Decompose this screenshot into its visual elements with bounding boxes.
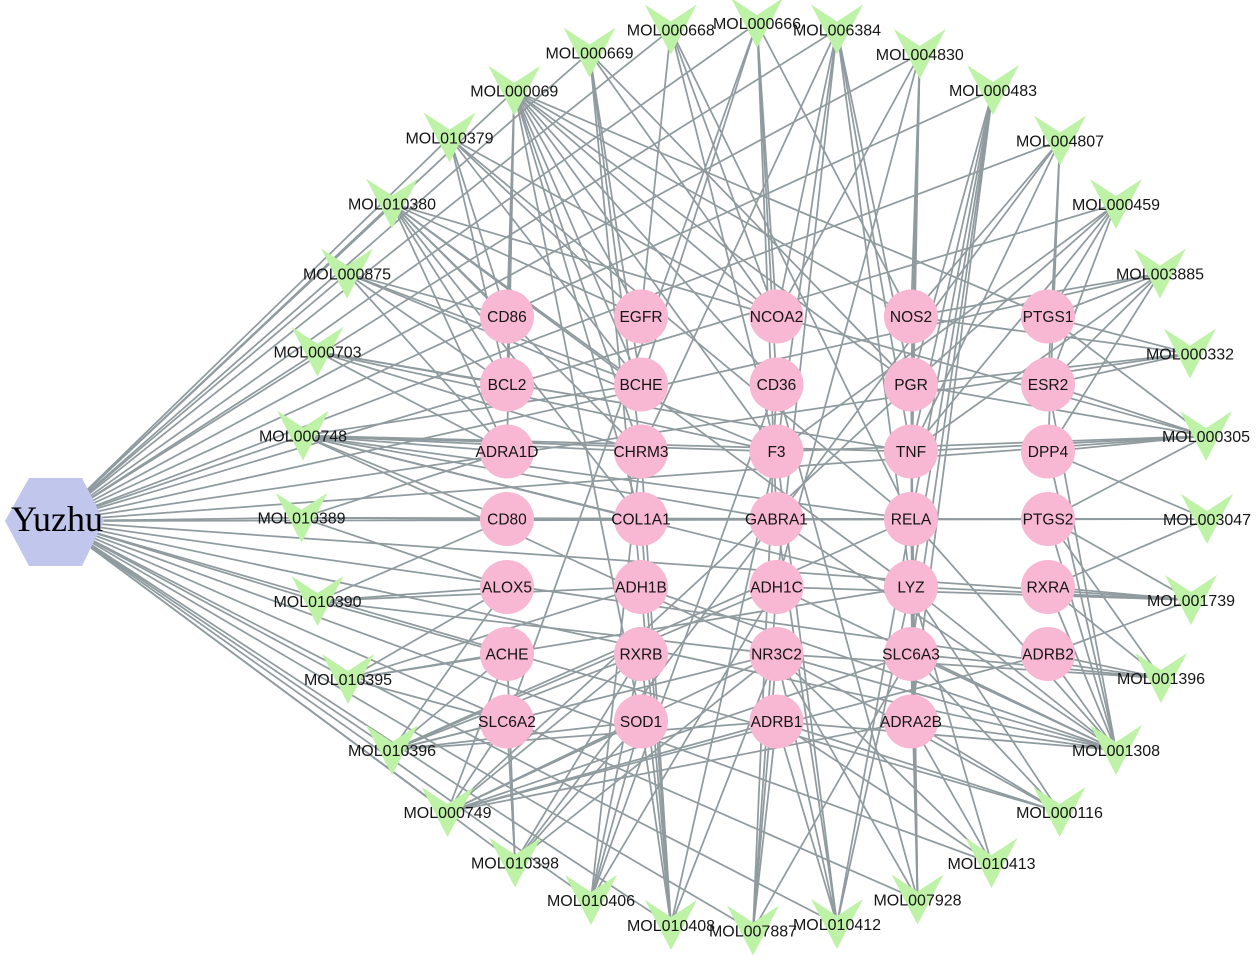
svg-text:MOL000749: MOL000749 bbox=[403, 805, 491, 822]
svg-text:ADH1B: ADH1B bbox=[615, 580, 667, 597]
svg-text:MOL000875: MOL000875 bbox=[303, 266, 391, 283]
svg-text:NCOA2: NCOA2 bbox=[750, 309, 803, 326]
svg-text:BCHE: BCHE bbox=[619, 377, 662, 394]
svg-text:MOL001739: MOL001739 bbox=[1147, 593, 1235, 610]
svg-text:CD36: CD36 bbox=[757, 377, 797, 394]
svg-text:Yuzhu: Yuzhu bbox=[11, 499, 103, 539]
svg-text:MOL000116: MOL000116 bbox=[1016, 805, 1103, 822]
svg-text:F3: F3 bbox=[767, 444, 785, 461]
svg-text:MOL007887: MOL007887 bbox=[709, 923, 797, 940]
svg-text:ADRB1: ADRB1 bbox=[751, 714, 803, 731]
svg-text:MOL010406: MOL010406 bbox=[547, 893, 635, 910]
svg-text:MOL010408: MOL010408 bbox=[627, 918, 715, 935]
svg-text:MOL004830: MOL004830 bbox=[876, 47, 964, 64]
svg-text:MOL003047: MOL003047 bbox=[1163, 512, 1251, 529]
svg-text:MOL000748: MOL000748 bbox=[259, 428, 347, 445]
svg-text:MOL010380: MOL010380 bbox=[348, 196, 436, 213]
svg-text:MOL010396: MOL010396 bbox=[348, 743, 436, 760]
svg-text:RXRB: RXRB bbox=[619, 647, 662, 664]
svg-text:MOL000332: MOL000332 bbox=[1146, 346, 1234, 363]
svg-text:NOS2: NOS2 bbox=[890, 309, 932, 326]
svg-text:BCL2: BCL2 bbox=[488, 377, 527, 394]
svg-text:ACHE: ACHE bbox=[485, 647, 528, 664]
svg-text:CHRM3: CHRM3 bbox=[613, 444, 668, 461]
svg-text:ADRB2: ADRB2 bbox=[1022, 647, 1074, 664]
svg-text:RXRA: RXRA bbox=[1026, 580, 1070, 597]
svg-text:MOL010412: MOL010412 bbox=[793, 917, 881, 934]
svg-text:ADH1C: ADH1C bbox=[750, 580, 803, 597]
svg-text:TNF: TNF bbox=[896, 444, 926, 461]
svg-text:DPP4: DPP4 bbox=[1028, 444, 1069, 461]
svg-text:NR3C2: NR3C2 bbox=[751, 647, 802, 664]
svg-text:ESR2: ESR2 bbox=[1028, 377, 1069, 394]
svg-text:ADRA2B: ADRA2B bbox=[880, 714, 942, 731]
svg-text:CD80: CD80 bbox=[487, 512, 527, 529]
svg-text:ADRA1D: ADRA1D bbox=[476, 444, 539, 461]
svg-text:ALOX5: ALOX5 bbox=[482, 580, 532, 597]
svg-text:SLC6A2: SLC6A2 bbox=[478, 714, 536, 731]
svg-text:CD86: CD86 bbox=[487, 309, 527, 326]
svg-text:MOL000666: MOL000666 bbox=[713, 16, 801, 33]
svg-text:SOD1: SOD1 bbox=[620, 714, 662, 731]
svg-text:MOL003885: MOL003885 bbox=[1116, 266, 1204, 283]
svg-text:MOL010413: MOL010413 bbox=[947, 856, 1035, 873]
svg-text:COL1A1: COL1A1 bbox=[611, 512, 670, 529]
svg-text:SLC6A3: SLC6A3 bbox=[882, 647, 940, 664]
svg-text:MOL010379: MOL010379 bbox=[405, 130, 493, 147]
svg-text:MOL006384: MOL006384 bbox=[793, 22, 881, 39]
svg-text:PTGS2: PTGS2 bbox=[1023, 512, 1074, 529]
svg-text:MOL007928: MOL007928 bbox=[873, 892, 961, 909]
svg-text:MOL000668: MOL000668 bbox=[627, 22, 715, 39]
svg-text:MOL000069: MOL000069 bbox=[470, 84, 558, 101]
svg-text:EGFR: EGFR bbox=[619, 309, 662, 326]
svg-text:MOL000703: MOL000703 bbox=[273, 345, 361, 362]
svg-text:MOL010390: MOL010390 bbox=[273, 594, 361, 611]
svg-text:RELA: RELA bbox=[891, 512, 932, 529]
svg-text:MOL000459: MOL000459 bbox=[1072, 197, 1160, 214]
svg-text:GABRA1: GABRA1 bbox=[745, 512, 808, 529]
svg-text:PGR: PGR bbox=[894, 377, 928, 394]
svg-text:MOL001396: MOL001396 bbox=[1117, 671, 1205, 688]
svg-text:MOL010398: MOL010398 bbox=[471, 855, 559, 872]
svg-text:MOL000669: MOL000669 bbox=[545, 45, 633, 62]
svg-text:MOL000305: MOL000305 bbox=[1162, 429, 1250, 446]
svg-text:LYZ: LYZ bbox=[897, 580, 924, 597]
svg-text:MOL004807: MOL004807 bbox=[1016, 133, 1104, 150]
svg-text:PTGS1: PTGS1 bbox=[1023, 309, 1074, 326]
svg-text:MOL000483: MOL000483 bbox=[949, 83, 1037, 100]
svg-text:MOL010389: MOL010389 bbox=[257, 511, 345, 528]
svg-text:MOL001308: MOL001308 bbox=[1072, 743, 1160, 760]
svg-text:MOL010395: MOL010395 bbox=[304, 672, 392, 689]
